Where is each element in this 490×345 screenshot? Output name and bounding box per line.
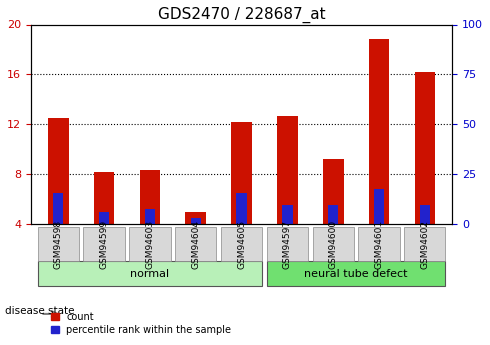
Bar [368,39,390,224]
Text: GSM94597: GSM94597 [283,220,292,269]
FancyBboxPatch shape [358,227,400,262]
Bar [140,170,160,224]
Text: normal: normal [130,269,170,279]
Text: GSM94603: GSM94603 [146,220,154,269]
Bar [53,193,63,224]
Bar [374,189,384,224]
Bar [185,211,206,224]
Bar [94,171,114,224]
Title: GDS2470 / 228687_at: GDS2470 / 228687_at [158,7,325,23]
Text: GSM94599: GSM94599 [99,220,109,269]
Bar [99,211,109,224]
FancyBboxPatch shape [404,227,445,262]
Bar [145,209,155,224]
Bar [191,218,201,224]
Legend: count, percentile rank within the sample: count, percentile rank within the sample [49,310,233,337]
FancyBboxPatch shape [175,227,217,262]
Text: GSM94600: GSM94600 [329,220,338,269]
Text: GSM94601: GSM94601 [374,220,384,269]
Text: GSM94598: GSM94598 [54,220,63,269]
Bar [415,72,435,224]
Bar [277,116,298,224]
Text: GSM94605: GSM94605 [237,220,246,269]
FancyBboxPatch shape [129,227,171,262]
Bar [231,122,252,224]
FancyBboxPatch shape [38,262,262,286]
Bar [236,193,247,224]
Bar [328,205,339,224]
Text: disease state: disease state [5,306,74,315]
FancyBboxPatch shape [267,262,445,286]
FancyBboxPatch shape [38,227,79,262]
Text: GSM94604: GSM94604 [191,220,200,269]
FancyBboxPatch shape [313,227,354,262]
Bar [420,205,430,224]
Text: neural tube defect: neural tube defect [304,269,408,279]
Bar [323,159,343,224]
FancyBboxPatch shape [83,227,125,262]
Bar [282,205,293,224]
Text: GSM94602: GSM94602 [420,220,429,269]
FancyBboxPatch shape [221,227,262,262]
FancyBboxPatch shape [267,227,308,262]
Bar [48,118,69,224]
